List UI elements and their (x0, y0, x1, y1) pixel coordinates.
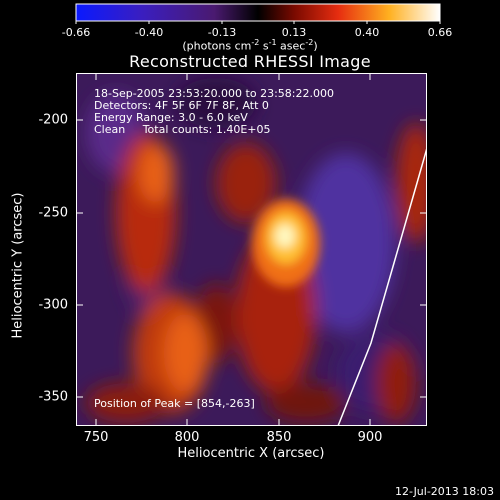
timestamp: 12-Jul-2013 18:03 (394, 485, 494, 498)
x-tick-label: 900 (357, 430, 383, 445)
method-counts-text: Clean Total counts: 1.40E+05 (94, 123, 271, 136)
y-axis-ticks (76, 119, 427, 398)
solar-limb-line (337, 147, 427, 426)
y-tick-label: -300 (38, 297, 68, 313)
detectors-text: Detectors: 4F 5F 6F 7F 8F, Att 0 (94, 99, 269, 112)
colorbar (75, 3, 441, 24)
colorbar-gradient (75, 3, 441, 22)
colorbar-tick: -0.66 (61, 26, 91, 39)
y-tick-label: -250 (38, 205, 68, 221)
x-tick-label: 850 (266, 430, 292, 445)
x-axis-ticks (95, 73, 371, 426)
y-tick-label: -200 (38, 112, 68, 128)
energy-range-text: Energy Range: 3.0 - 6.0 keV (94, 111, 248, 124)
plot-title: Reconstructed RHESSI Image (129, 52, 371, 71)
colorbar-ticks (75, 21, 441, 24)
colorbar-tick: 0.13 (281, 26, 307, 39)
peak-position-text: Position of Peak = [854,-263] (94, 397, 255, 410)
rhessi-image (76, 73, 427, 426)
x-tick-label: 750 (83, 430, 109, 445)
colorbar-units: (photons cm-2 s-1 asec-2) (182, 38, 318, 53)
colorbar-tick: 0.66 (427, 26, 453, 39)
time-range-text: 18-Sep-2005 23:53:20.000 to 23:58:22.000 (94, 87, 334, 100)
x-axis-label: Heliocentric X (arcsec) (177, 446, 325, 461)
y-axis-label: Heliocentric Y (arcsec) (10, 192, 26, 339)
x-tick-label: 800 (174, 430, 200, 445)
colorbar-tick: -0.40 (134, 26, 164, 39)
colorbar-tick: -0.13 (207, 26, 237, 39)
colorbar-tick: 0.40 (354, 26, 380, 39)
y-tick-label: -350 (38, 389, 68, 405)
